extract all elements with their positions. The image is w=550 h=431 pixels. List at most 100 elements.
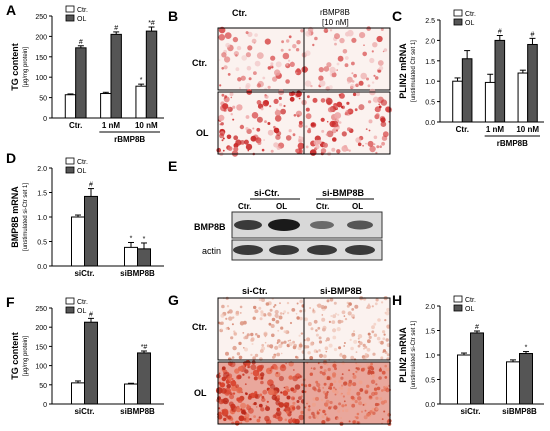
stain-spot <box>314 414 319 419</box>
stain-spot <box>340 417 343 419</box>
stain-spot <box>309 372 313 376</box>
stain-spot <box>266 400 269 403</box>
stain-spot <box>285 362 287 365</box>
stain-spot <box>255 406 258 408</box>
stain-spot <box>219 84 222 87</box>
stain-spot <box>366 347 371 352</box>
col-label-ctr: Ctr. <box>232 8 248 18</box>
stain-spot <box>355 363 359 367</box>
stain-spot <box>326 337 330 342</box>
stain-spot <box>315 329 318 332</box>
x-category-label: siBMP8B <box>502 407 537 416</box>
stain-spot <box>235 384 240 389</box>
stain-spot <box>366 363 371 368</box>
y-axis-title: TG content <box>10 332 20 380</box>
stain-spot <box>325 339 328 342</box>
stain-spot <box>340 105 344 109</box>
stain-spot <box>360 410 364 413</box>
stain-spot <box>280 326 284 330</box>
stain-spot <box>239 305 243 309</box>
stain-spot <box>256 127 261 132</box>
stain-spot <box>231 356 235 359</box>
stain-spot <box>373 143 376 146</box>
stain-spot <box>334 312 338 315</box>
stain-spot <box>287 340 290 342</box>
stain-spot <box>222 408 229 415</box>
y-tick-label: 0.0 <box>425 402 435 409</box>
legend-swatch <box>65 14 75 22</box>
stain-spot <box>325 350 328 353</box>
stain-spot <box>326 363 329 366</box>
stain-spot <box>318 67 324 73</box>
stain-spot <box>320 398 324 402</box>
stain-spot <box>250 372 253 375</box>
stain-spot <box>366 412 370 417</box>
stain-spot <box>278 402 281 405</box>
stain-spot <box>312 310 316 314</box>
y-tick-label: 50 <box>39 96 47 103</box>
stain-spot <box>218 114 225 121</box>
stain-spot <box>286 39 290 43</box>
stain-spot <box>264 95 267 98</box>
stain-spot <box>232 345 237 351</box>
x-category-label: 10 nM <box>135 121 158 130</box>
stain-spot <box>306 337 311 342</box>
stain-spot <box>368 119 373 124</box>
stain-spot <box>316 411 320 415</box>
stain-spot <box>365 142 367 145</box>
stain-spot <box>332 389 336 393</box>
blot-lane-2: OL <box>276 202 288 211</box>
stain-spot <box>250 332 254 337</box>
blot-band-bmp8b-1 <box>234 220 262 230</box>
stain-spot <box>222 149 225 152</box>
stain-spot <box>270 62 274 66</box>
legend-label: OL <box>77 308 86 315</box>
stain-spot <box>295 110 302 117</box>
bar-ol-2 <box>145 30 158 119</box>
stain-spot <box>260 376 264 380</box>
bar-ol-0 <box>470 332 484 405</box>
stain-spot <box>305 30 312 37</box>
stain-spot <box>290 417 293 420</box>
y-tick-label: 250 <box>35 14 47 21</box>
stain-spot <box>267 122 271 125</box>
stain-spot <box>229 92 234 97</box>
stain-spot <box>298 334 301 337</box>
y-tick-label: 2.0 <box>425 38 435 45</box>
panel-label-e: E <box>168 158 178 174</box>
stain-spot <box>333 301 337 305</box>
stain-spot <box>307 351 311 355</box>
stain-spot <box>352 420 356 424</box>
stain-spot <box>285 410 289 414</box>
stain-spot <box>246 404 249 407</box>
blot-strip-bmp8b <box>231 211 383 239</box>
stain-spot <box>381 370 386 375</box>
stain-spot <box>260 407 265 412</box>
bar-ctr-0 <box>452 80 463 123</box>
stain-spot <box>346 76 353 83</box>
stain-spot <box>356 92 360 97</box>
stain-spot <box>259 393 263 397</box>
stain-spot <box>296 68 301 73</box>
stain-spot <box>238 86 242 90</box>
stain-spot <box>342 409 345 412</box>
stain-spot <box>371 325 375 330</box>
stain-spot <box>371 305 374 308</box>
stain-spot <box>382 349 386 353</box>
stain-spot <box>259 349 264 353</box>
stain-spot <box>343 315 346 317</box>
stain-spot <box>283 340 287 344</box>
stain-spot <box>367 369 372 374</box>
panel-label-f: F <box>6 294 15 310</box>
stain-spot <box>225 414 229 418</box>
y-tick-label: 0.5 <box>425 100 435 107</box>
stain-spot <box>311 411 315 416</box>
blot-band-actin-3 <box>307 245 337 255</box>
stain-spot <box>371 391 376 397</box>
legend-label: OL <box>77 168 86 175</box>
stain-spot <box>253 402 257 406</box>
stain-spot <box>282 312 285 315</box>
stain-spot <box>356 412 360 416</box>
stain-spot <box>350 395 355 400</box>
significance-mark: # <box>498 29 502 36</box>
